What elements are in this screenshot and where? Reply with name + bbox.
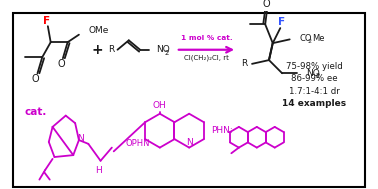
Text: 14 examples: 14 examples [282,99,346,108]
Text: Cl(CH₂)₂Cl, rt: Cl(CH₂)₂Cl, rt [184,55,229,61]
Text: N: N [186,138,192,147]
Text: 1 mol % cat.: 1 mol % cat. [181,36,232,41]
Text: 2: 2 [315,73,319,79]
Text: OH: OH [153,101,167,110]
Text: 2: 2 [164,50,169,56]
Text: cat.: cat. [24,107,47,117]
Text: R: R [108,45,114,54]
Text: 75-98% yield: 75-98% yield [286,62,342,71]
Text: OPHN: OPHN [125,139,150,148]
Text: H: H [95,166,102,175]
Text: PHN:: PHN: [212,126,233,135]
Text: N: N [77,134,84,143]
Text: NO: NO [156,45,170,54]
Text: O: O [32,74,39,84]
Text: +: + [92,43,104,57]
Text: CO: CO [299,34,311,43]
Text: 2: 2 [308,39,311,44]
Text: NO: NO [307,69,321,78]
Text: O: O [57,59,65,69]
Text: 1.7:1-4:1 dr: 1.7:1-4:1 dr [289,87,339,96]
Text: R: R [241,59,247,68]
Text: OMe: OMe [88,26,109,35]
Text: F: F [43,15,51,26]
Text: O: O [262,0,270,9]
Text: F: F [278,16,285,26]
Text: 86-99% ee: 86-99% ee [291,74,338,83]
Text: Me: Me [312,34,325,43]
